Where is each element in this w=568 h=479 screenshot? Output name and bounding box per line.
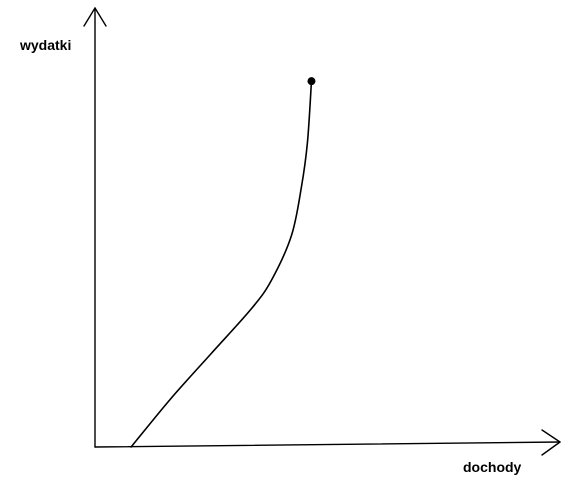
x-axis [94,441,561,448]
y-axis-label: wydatki [19,37,71,53]
series-line [130,80,313,448]
series-end-point [307,77,316,86]
x-axis-label: dochody [463,459,522,475]
y-axis-arrow-icon [83,7,107,27]
x-axis-arrow-icon [541,429,561,456]
